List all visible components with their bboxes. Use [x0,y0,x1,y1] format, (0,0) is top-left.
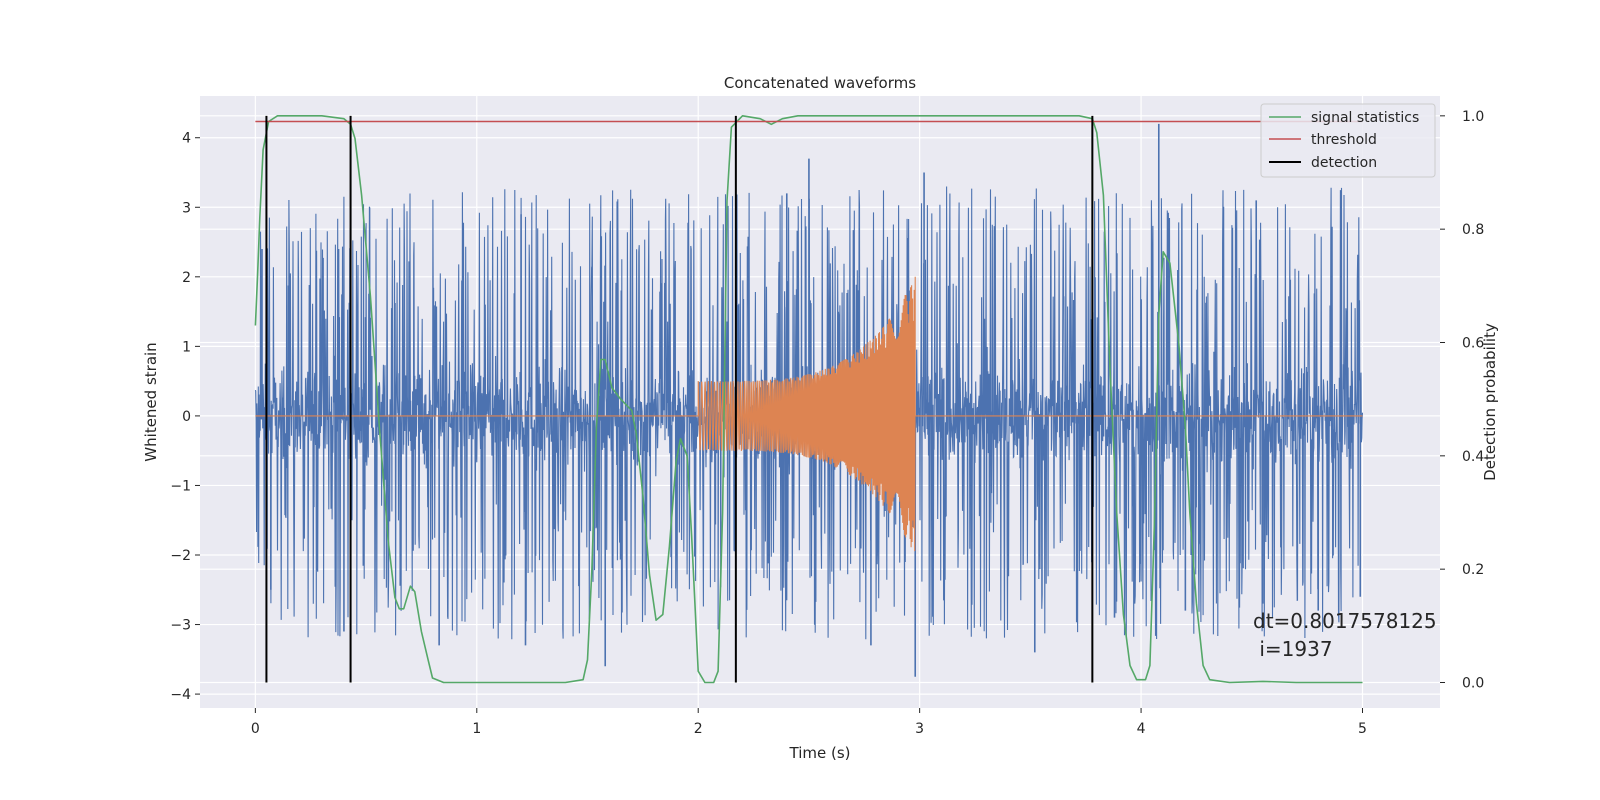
y-tick-label-3: −1 [170,478,191,494]
y-tick-label-4: 0 [182,409,191,425]
legend-label-signal-statistics: signal statistics [1311,110,1419,126]
x-tick-label-1: 1 [472,721,481,737]
y2-tick-label-3: 0.6 [1462,336,1484,352]
annotation: dt=0.8017578125 i=1937 [1253,609,1437,661]
x-tick-label-2: 2 [694,721,703,737]
y-tick-label-8: 4 [182,131,191,147]
y2-tick-label-4: 0.8 [1462,222,1484,238]
y-tick-label-2: −2 [170,548,191,564]
annotation-line-dt: dt=0.8017578125 [1253,609,1437,633]
ticks-layer: 0 1 2 3 4 5 −4 −3 −2 −1 0 1 2 3 4 0.0 0.2 0.4 0.6 0.8 1.0 [170,109,1484,737]
signal-statistics-line [254,115,1363,684]
x-axis-label: Time (s) [789,744,851,762]
legend-box [1260,103,1436,178]
y2-tick-label-5: 1.0 [1462,109,1484,125]
series-layer [254,115,1364,684]
y2-tick-label-2: 0.4 [1462,449,1484,465]
chart-title: Concatenated waveforms [724,74,916,92]
chirp-series-line [255,276,1363,552]
annotation-line-i: i=1937 [1253,637,1333,661]
legend-label-detection: detection [1311,155,1377,171]
y2-tick-label-1: 0.2 [1462,562,1484,578]
y-tick-label-5: 1 [182,339,191,355]
x-tick-label-5: 5 [1358,721,1367,737]
y-tick-label-0: −4 [170,687,191,703]
y-tick-label-6: 2 [182,270,191,286]
x-tick-label-4: 4 [1137,721,1146,737]
x-tick-label-0: 0 [251,721,260,737]
y2-tick-label-0: 0.0 [1462,676,1484,692]
x-tick-label-3: 3 [915,721,924,737]
y-tick-label-7: 3 [182,200,191,216]
y-axis-label: Whitened strain [142,342,160,461]
y2-axis-label: Detection probability [1481,323,1499,481]
legend-label-threshold: threshold [1311,132,1377,148]
legend: signal statistics threshold detection [1260,103,1436,178]
y-tick-label-1: −3 [170,618,191,634]
